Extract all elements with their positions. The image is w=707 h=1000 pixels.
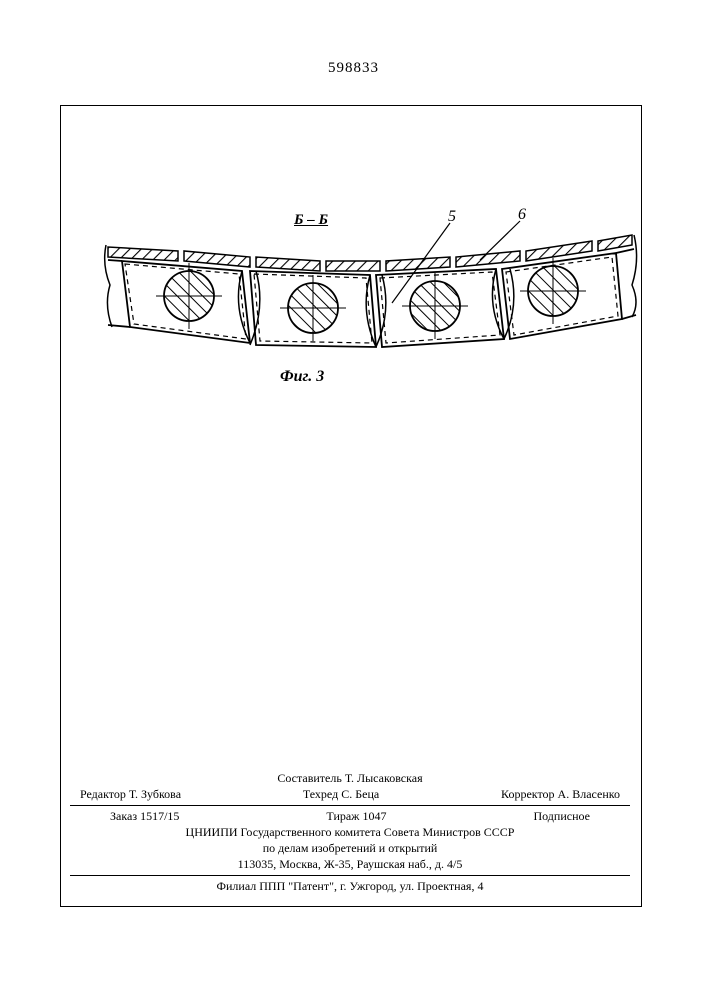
cross-section-svg: 5 6 (60, 205, 640, 395)
editor-name: Т. Зубкова (129, 787, 181, 801)
techred-label: Техред (303, 787, 338, 801)
tirazh-value: 1047 (362, 809, 386, 823)
branch: Филиал ППП "Патент", г. Ужгород, ул. Про… (70, 879, 630, 894)
editor-label: Редактор (80, 787, 126, 801)
corrector-label: Корректор (501, 787, 555, 801)
order-number: 1517/15 (140, 809, 179, 823)
compiler-label: Составитель (277, 771, 341, 785)
patent-number: 598833 (0, 60, 707, 77)
org-line-1: ЦНИИПИ Государственного комитета Совета … (70, 825, 630, 840)
techred-name: С. Беца (341, 787, 379, 801)
tirazh-label: Тираж (326, 809, 359, 823)
subscription: Подписное (533, 809, 590, 824)
corrector-name: А. Власенко (558, 787, 620, 801)
imprint-block: Составитель Т. Лысаковская Редактор Т. З… (70, 770, 630, 895)
org-line-2: по делам изобретений и открытий (70, 841, 630, 856)
callout-6: 6 (518, 206, 526, 223)
address: 113035, Москва, Ж-35, Раушская наб., д. … (70, 857, 630, 872)
callout-5: 5 (448, 208, 456, 225)
order-label: Заказ (110, 809, 137, 823)
figure-3: 5 6 (60, 205, 640, 395)
figure-caption: Фиг. 3 (280, 368, 324, 386)
compiler-name: Т. Лысаковская (345, 771, 423, 785)
